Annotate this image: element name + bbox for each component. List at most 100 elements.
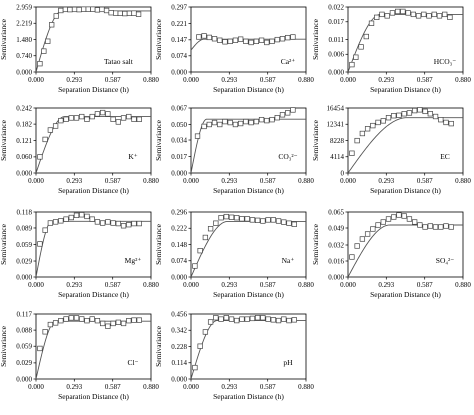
data-point (131, 10, 137, 16)
panel-label: Cl⁻ (127, 358, 138, 367)
data-point (71, 6, 78, 13)
x-tick-label: 0.000 (28, 177, 44, 185)
data-point (281, 219, 287, 225)
y-tick-label: 0.000 (16, 273, 32, 281)
data-point (120, 115, 127, 121)
model-curve (347, 117, 463, 174)
data-point (63, 116, 69, 122)
panel-label: Ca²⁺ (281, 57, 296, 66)
data-point (217, 37, 223, 43)
y-tick-label: 0.059 (16, 343, 32, 351)
data-point (253, 38, 259, 45)
y-axis-title: Semivariance (0, 18, 8, 59)
data-point (368, 20, 375, 26)
data-point (136, 317, 142, 323)
y-tick-label: 0.740 (16, 52, 32, 60)
data-point (211, 36, 218, 42)
x-tick-label: 0.880 (143, 177, 159, 185)
data-point (90, 6, 96, 12)
data-point (291, 317, 297, 323)
data-point (110, 320, 116, 327)
y-axis-title: Semivariance (311, 18, 320, 59)
data-point (201, 123, 207, 130)
x-axis-title: Separation Distance (h) (213, 392, 284, 401)
data-point (47, 321, 54, 328)
y-tick-label: 0.117 (17, 310, 33, 318)
data-point (290, 34, 296, 40)
x-tick-label: 0.587 (417, 177, 433, 185)
data-point (115, 319, 121, 325)
panel-label: Mg²⁺ (125, 256, 142, 265)
data-point (375, 222, 381, 228)
y-tick-label: 0.029 (16, 257, 32, 265)
data-point (385, 115, 392, 121)
data-point (410, 11, 416, 18)
variogram-panel: 0.000 0.293 0.587 0.880 0 4114 8228 12341 16454 S… (311, 104, 471, 195)
y-tick-label: 0.017 (171, 153, 187, 161)
data-point (421, 11, 427, 18)
data-point (234, 317, 240, 324)
data-point (67, 6, 73, 13)
y-axis-title: Semivariance (154, 223, 163, 264)
data-point (202, 234, 209, 241)
y-tick-label: 0.000 (16, 375, 32, 383)
data-point (274, 115, 280, 121)
y-axis-title: Semivariance (154, 18, 163, 59)
variogram-panel: 0.000 0.293 0.587 0.880 0.000 0.060 0.121 0.182… (0, 104, 159, 195)
y-tick-label: 0.016 (328, 257, 344, 265)
x-tick-label: 0.293 (66, 76, 82, 84)
data-point (391, 214, 397, 220)
data-point (238, 120, 244, 127)
y-tick-label: 0.074 (171, 52, 187, 60)
data-point (427, 223, 433, 229)
data-point (254, 217, 261, 223)
data-point (222, 118, 228, 125)
data-point (52, 219, 59, 225)
data-point (391, 113, 397, 119)
data-point (115, 220, 121, 227)
panel-label: K⁺ (128, 152, 137, 161)
data-point (94, 318, 101, 324)
y-tick-label: 0.065 (328, 208, 344, 216)
x-tick-label: 0.000 (28, 281, 44, 289)
data-point (260, 315, 266, 321)
data-point (68, 214, 74, 221)
data-point (47, 220, 54, 226)
data-point (202, 329, 209, 335)
data-point (286, 220, 292, 226)
data-point (370, 122, 376, 129)
y-tick-label: 0.242 (16, 104, 32, 112)
data-point (84, 318, 90, 324)
y-tick-label: 0.221 (171, 20, 187, 28)
data-point (227, 38, 233, 45)
x-tick-label: 0.880 (298, 383, 314, 391)
x-axis-title: Separation Distance (h) (58, 85, 129, 94)
data-point (105, 219, 111, 225)
data-point (447, 14, 453, 20)
data-point (285, 110, 291, 116)
x-tick-label: 0.000 (183, 383, 199, 391)
data-point (218, 316, 224, 322)
data-point (206, 121, 212, 128)
data-point (53, 13, 59, 19)
data-point (244, 216, 250, 222)
data-point (411, 107, 418, 114)
model-curve (190, 320, 306, 380)
plot-frame (347, 211, 464, 278)
x-tick-label: 0.587 (260, 281, 276, 289)
data-point (81, 6, 87, 12)
data-point (135, 11, 142, 17)
data-point (89, 113, 95, 120)
y-tick-label: 2.959 (16, 3, 32, 11)
x-tick-label: 0.293 (378, 281, 394, 289)
y-tick-label: 0.022 (328, 3, 344, 11)
data-point (249, 315, 256, 322)
y-tick-label: 0.000 (328, 273, 344, 281)
data-point (384, 13, 390, 19)
x-tick-label: 0.880 (143, 281, 159, 289)
data-point (448, 224, 454, 230)
y-tick-label: 0.000 (328, 68, 344, 76)
data-point (84, 213, 90, 220)
data-point (269, 38, 275, 45)
data-point (136, 220, 142, 227)
